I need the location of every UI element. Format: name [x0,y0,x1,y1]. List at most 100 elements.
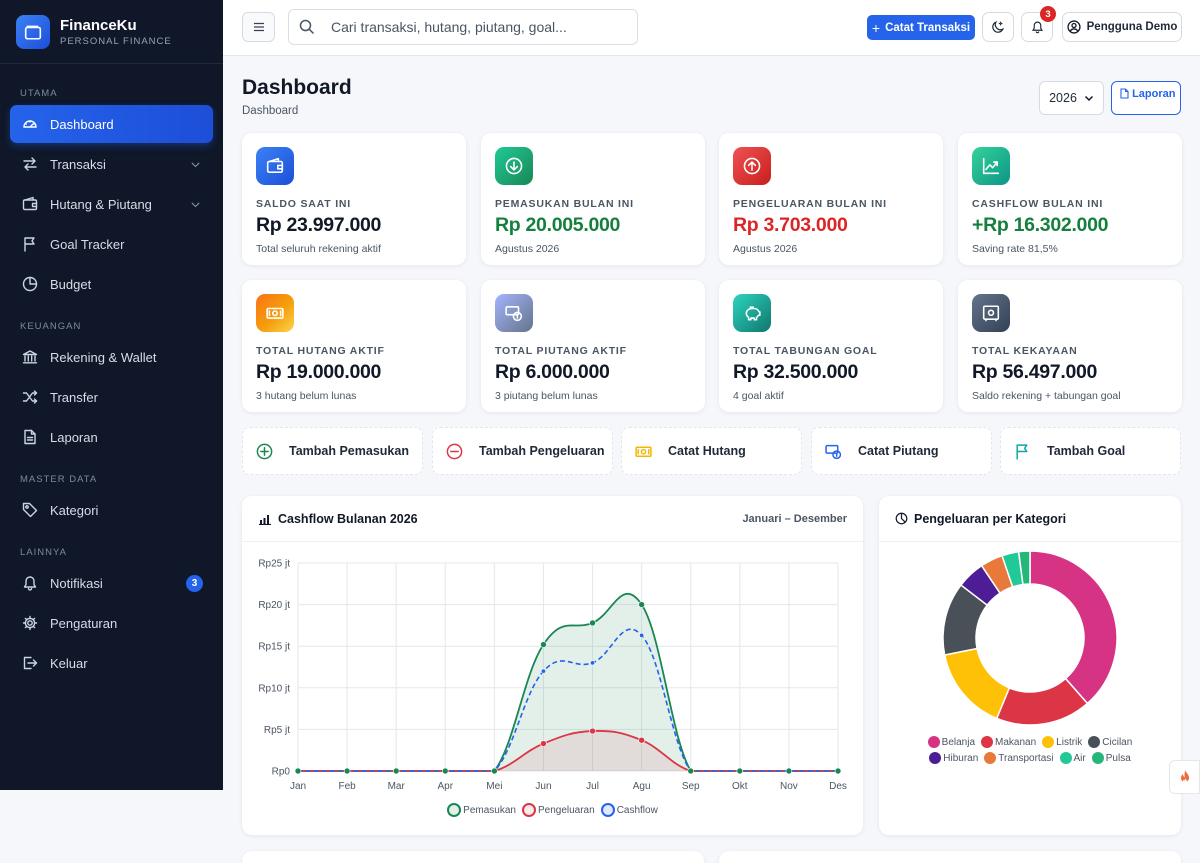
legend-marker [929,752,942,764]
notification-button[interactable]: 3 [1021,6,1056,42]
card-subtext: 3 hutang belum lunas [256,390,357,402]
data-point-pemasukan [834,767,842,775]
sidebar-item-laporan[interactable]: Laporan [10,418,213,456]
x-tick-label: Okt [732,781,748,792]
quick-action-catat-hutang[interactable]: Catat Hutang [621,427,802,475]
laporan-button[interactable]: Laporan [1111,81,1181,115]
sidebar-item-transaksi[interactable]: Transaksi [10,145,213,183]
legend-item-listrik[interactable]: Listrik [1042,736,1082,748]
sidebar-item-label: Dashboard [50,116,114,132]
catat-transaksi-button[interactable]: + Catat Transaksi [867,15,975,40]
theme-toggle-button[interactable] [982,12,1014,42]
sidebar-item-dashboard[interactable]: Dashboard [10,105,213,143]
legend-label: Makanan [995,736,1037,748]
quick-action-tambah-goal[interactable]: Tambah Goal [1000,427,1181,475]
trend-up-icon [972,147,1010,185]
topbar: + Catat Transaksi 3 Pengguna Demo [223,0,1200,56]
legend-label: Pemasukan [463,804,516,816]
legend-label: Cashflow [616,804,658,816]
cashflow-chart: Rp0 Rp5 jt Rp10 jt Rp15 jt Rp20 jt Rp25 jt Jan… [258,559,847,793]
brand[interactable]: FinanceKu PERSONAL FINANCE [0,0,223,64]
legend-item-cicilan[interactable]: Cicilan [1088,736,1132,748]
quick-action-label: Catat Piutang [858,444,939,458]
x-tick-label: Mar [388,781,406,792]
sidebar-item-budget[interactable]: Budget [10,265,213,303]
flag-icon [1014,443,1039,460]
logout-icon [22,655,38,671]
sidebar-item-label: Laporan [50,429,98,445]
sidebar-item-label: Goal Tracker [50,236,125,252]
series-area-pemasukan [298,593,838,771]
sidebar-item-transfer[interactable]: Transfer [10,378,213,416]
sidebar-item-notifikasi[interactable]: Notifikasi 3 [10,564,213,602]
legend-marker [981,736,994,748]
legend-item-transportasi[interactable]: Transportasi [984,752,1054,764]
sidebar-section-label: MASTER DATA [20,474,98,485]
donut-slice-pulsa[interactable] [1017,550,1031,586]
quick-action-catat-piutang[interactable]: Catat Piutang [811,427,992,475]
legend-marker [1059,752,1072,764]
x-tick-label: Des [829,781,847,792]
data-point-pemasukan [294,767,302,775]
legend-item-air[interactable]: Air [1059,752,1086,764]
safe-icon [972,294,1010,332]
card-label: CASHFLOW BULAN INI [972,198,1104,210]
notification-count-badge: 3 [186,575,203,592]
sidebar-item-pengaturan[interactable]: Pengaturan [10,604,213,642]
year-select[interactable]: 2026 [1039,81,1104,115]
card-value: Rp 19.000.000 [256,361,382,383]
quick-action-tambah-pemasukan[interactable]: Tambah Pemasukan [242,427,423,475]
quick-action-tambah-pengeluaran[interactable]: Tambah Pengeluaran [432,427,613,475]
data-point-pemasukan [441,767,449,775]
cashflow-panel-header: Cashflow Bulanan 2026 Januari – Desember [242,496,863,542]
data-point-pengeluaran [589,727,596,735]
user-menu-button[interactable]: Pengguna Demo [1062,12,1182,42]
card-value: +Rp 16.302.000 [972,214,1109,236]
category-legend: Belanja Makanan Listrik Cicilan Hiburan Trans… [899,734,1161,766]
sidebar-item-hutang-piutang[interactable]: Hutang & Piutang [10,185,213,223]
legend-item-cashflow[interactable]: Cashflow [600,803,658,817]
sidebar-item-keluar[interactable]: Keluar [10,644,213,682]
sidebar-item-kategori[interactable]: Kategori [10,491,213,529]
card-value: Rp 32.500.000 [733,361,859,383]
bottom-panel-left [242,851,704,863]
menu-toggle-button[interactable] [242,12,275,42]
summary-card-total-piutang-aktif: TOTAL PIUTANG AKTIF Rp 6.000.000 3 piuta… [481,280,705,412]
dashboard-icon [22,116,38,132]
cash-icon [256,294,294,332]
sidebar-item-goal-tracker[interactable]: Goal Tracker [10,225,213,263]
category-panel-title: Pengeluaran per Kategori [914,511,1067,526]
legend-item-belanja[interactable]: Belanja [927,736,975,748]
legend-item-pengeluaran[interactable]: Pengeluaran [521,803,595,817]
legend-label: Air [1073,752,1086,764]
floating-fire-button[interactable] [1169,760,1200,794]
year-select-value: 2026 [1049,91,1077,105]
bottom-panel-right [719,851,1181,863]
user-name: Pengguna Demo [1086,21,1178,33]
card-label: TOTAL TABUNGAN GOAL [733,345,878,357]
sidebar-item-label: Budget [50,276,92,292]
y-tick-label: Rp5 jt [264,725,290,736]
legend-item-pemasukan[interactable]: Pemasukan [447,803,516,817]
legend-item-makanan[interactable]: Makanan [981,736,1036,748]
piggy-bank-icon [733,294,771,332]
brand-subtitle: PERSONAL FINANCE [60,35,172,47]
cashflow-range: Januari – Desember [742,512,847,525]
legend-label: Transportasi [998,752,1054,764]
search-box[interactable] [288,9,638,45]
x-tick-label: Agu [633,781,651,792]
sidebar-item-label: Transaksi [50,156,106,172]
card-label: TOTAL HUTANG AKTIF [256,345,385,357]
sidebar-item-rekening-wallet[interactable]: Rekening & Wallet [10,338,213,376]
bar-chart-icon [259,514,271,525]
pie-chart-icon [895,512,908,525]
catat-transaksi-label: Catat Transaksi [885,21,971,34]
cashflow-panel: Cashflow Bulanan 2026 Januari – Desember… [242,496,863,835]
search-input[interactable] [331,19,611,35]
legend-item-hiburan[interactable]: Hiburan [929,752,978,764]
donut-slice-belanja[interactable] [1029,550,1118,705]
category-donut-chart [942,550,1118,726]
legend-item-pulsa[interactable]: Pulsa [1091,752,1131,764]
donut-slice-listrik[interactable] [943,647,1011,720]
